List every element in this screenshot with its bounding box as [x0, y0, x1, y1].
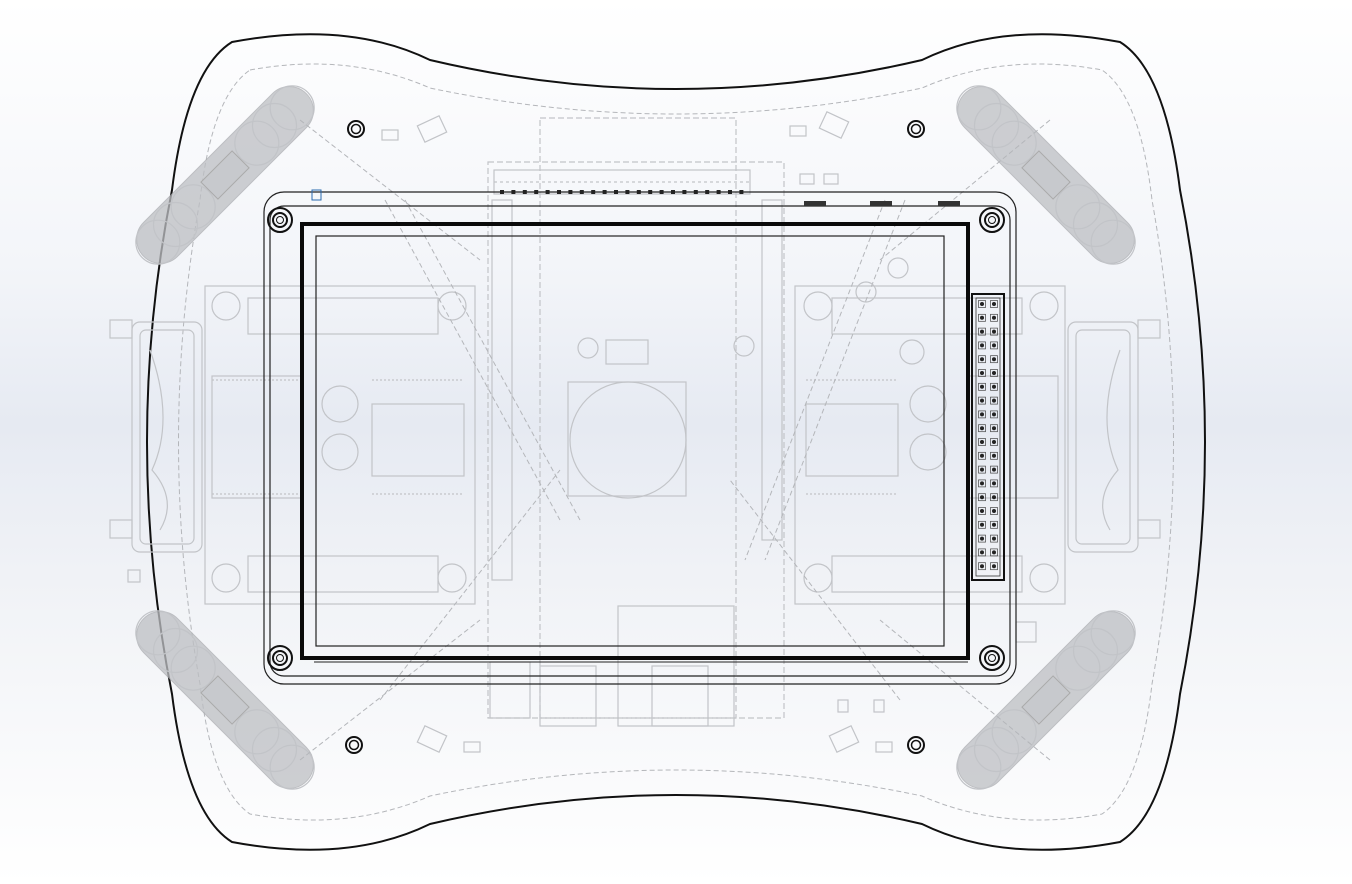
header-pin [990, 327, 998, 336]
mount-hole [345, 736, 363, 754]
display-screws [267, 207, 1005, 671]
mount-hole [347, 120, 365, 138]
header-pin [990, 396, 998, 405]
small-components [127, 110, 1037, 754]
header-pin [978, 355, 986, 364]
header-pin [990, 369, 998, 377]
header-pin [978, 396, 986, 405]
pin-header-2x20 [971, 293, 1005, 581]
header-pin [978, 300, 986, 308]
motor-right [1067, 319, 1161, 553]
header-pin [978, 369, 986, 377]
header-pin [978, 313, 986, 322]
header-pin [990, 424, 998, 433]
wheel-front-left [135, 85, 315, 265]
header-pin [978, 451, 986, 460]
chassis-mount-holes [345, 120, 925, 754]
header-pin [978, 410, 986, 419]
header-pin [978, 424, 986, 433]
mount-hole [907, 736, 925, 754]
display-active-area [315, 235, 945, 647]
header-pin [990, 451, 998, 460]
header-pin [990, 534, 998, 543]
microcontroller-board [487, 117, 785, 727]
bracket-lines [299, 119, 1051, 761]
header-pin [978, 382, 986, 391]
header-pin [990, 507, 998, 515]
header-pin [990, 382, 998, 391]
motor-left [109, 319, 203, 553]
motor-driver-right [794, 285, 1066, 605]
header-pin [978, 438, 986, 446]
header-pin [990, 410, 998, 419]
header-pin [990, 562, 998, 571]
mount-hole [907, 120, 925, 138]
header-pin [978, 548, 986, 557]
wheel-rear-right [956, 610, 1136, 790]
header-pin [990, 438, 998, 446]
header-pin [978, 479, 986, 488]
header-pin [990, 479, 998, 488]
wheel-rear-left [135, 610, 315, 790]
header-pin [990, 520, 998, 529]
display-pcb [263, 191, 1017, 685]
header-pin [978, 507, 986, 515]
motor-driver-left [204, 285, 476, 605]
display-bezel [300, 222, 970, 660]
header-pin [978, 341, 986, 350]
wheel-front-right [956, 85, 1136, 265]
tft-display-module [263, 189, 1017, 685]
header-pin [990, 465, 998, 474]
header-pin [990, 300, 998, 308]
header-pin [978, 327, 986, 336]
header-pin [978, 493, 986, 502]
header-pin [990, 355, 998, 364]
header-pin [978, 465, 986, 474]
header-pin [990, 493, 998, 502]
header-pin [990, 548, 998, 557]
header-pin [978, 562, 986, 571]
header-pin [978, 520, 986, 529]
header-pin [990, 313, 998, 322]
header-pin [978, 534, 986, 543]
header-pin [990, 341, 998, 350]
